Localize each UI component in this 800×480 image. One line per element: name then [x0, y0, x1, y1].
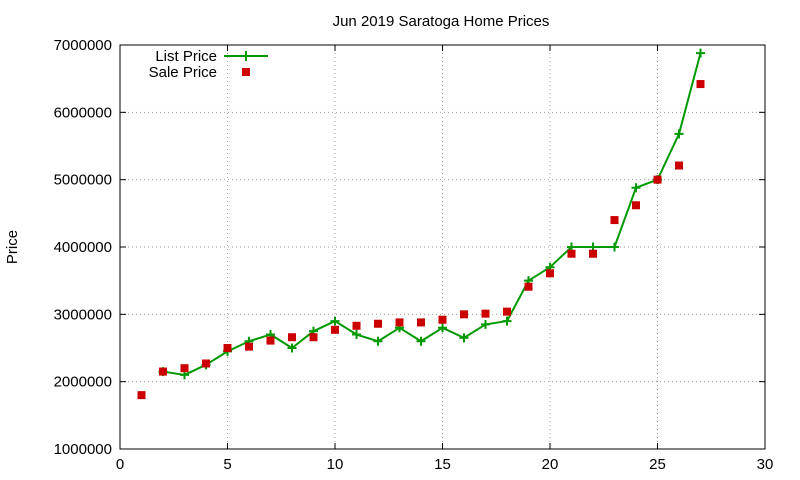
list-price-point: [674, 129, 684, 139]
list-price-point: [352, 330, 361, 340]
grid-lines: [120, 45, 765, 449]
sale-price-point: [460, 310, 468, 319]
legend: List Price Sale Price: [149, 48, 268, 81]
list-price-point: [502, 316, 512, 326]
sale-price-point: [352, 321, 361, 330]
sale-price-point: [546, 269, 554, 278]
y-tick-label: 1000000: [54, 441, 112, 458]
list-price-point: [438, 323, 447, 333]
sale-price-point: [438, 315, 447, 324]
y-tick-label: 4000000: [54, 239, 112, 256]
sale-price-point: [137, 391, 146, 400]
sale-price-point: [331, 325, 339, 334]
sale-price-point: [159, 367, 167, 376]
x-tick-label: 10: [327, 456, 344, 473]
sale-price-point: [481, 309, 490, 318]
list-price-point: [696, 48, 705, 58]
x-tick-label: 20: [542, 456, 559, 473]
sale-price-point: [610, 216, 619, 225]
legend-marker-list-price: [241, 51, 251, 61]
sale-price-point: [567, 249, 576, 258]
y-tick-label: 2000000: [54, 374, 112, 391]
data-series: [137, 48, 705, 400]
list-price-point: [459, 333, 469, 343]
x-tick-label: 25: [649, 456, 666, 473]
sale-price-point: [589, 249, 597, 258]
sale-price-point: [503, 307, 511, 316]
series-line-list-price: [162, 52, 702, 376]
x-tick-label: 15: [434, 456, 451, 473]
sale-price-point: [696, 80, 705, 89]
sale-price-point: [180, 364, 189, 373]
list-price-point: [631, 183, 641, 193]
legend-marker-sale-price: [242, 68, 250, 76]
sale-price-point: [653, 175, 662, 184]
axes: 0 5 10 15 20 25 30 1000000 2000000 3000000 4000000…: [54, 37, 774, 473]
sale-price-point: [202, 359, 210, 368]
x-tick-label: 30: [757, 456, 774, 473]
sale-price-point: [245, 342, 253, 351]
sale-price-point: [223, 344, 232, 352]
x-tick-label: 5: [223, 456, 231, 473]
chart-title: Jun 2019 Saratoga Home Prices: [333, 13, 550, 30]
sale-price-point: [395, 318, 404, 327]
y-tick-label: 5000000: [54, 172, 112, 189]
sale-price-point: [309, 333, 318, 342]
sale-price-point: [266, 336, 275, 345]
legend-label-sale-price: Sale Price: [149, 64, 217, 81]
sale-price-point: [632, 201, 640, 210]
sale-price-point: [374, 319, 382, 328]
legend-label-list-price: List Price: [155, 48, 217, 65]
sale-price-point: [417, 318, 425, 327]
list-price-point: [610, 242, 619, 252]
list-price-point: [373, 336, 383, 346]
y-tick-label: 3000000: [54, 306, 112, 323]
list-price-point: [416, 336, 426, 346]
list-price-point: [330, 316, 340, 326]
list-price-point: [481, 319, 490, 329]
y-tick-label: 7000000: [54, 37, 112, 54]
x-tick-label: 0: [116, 456, 124, 473]
sale-price-point: [524, 282, 533, 291]
sale-price-point: [675, 161, 683, 170]
y-tick-label: 6000000: [54, 104, 112, 121]
sale-price-point: [288, 333, 296, 342]
y-axis-label: Price: [4, 230, 21, 264]
list-price-point: [287, 343, 297, 353]
